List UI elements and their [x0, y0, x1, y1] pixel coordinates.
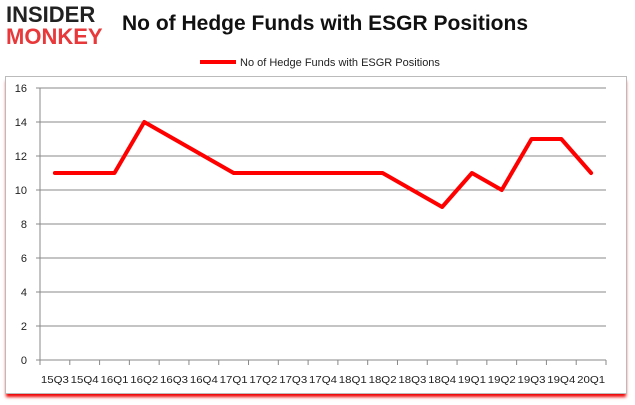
x-tick-label: 15Q4: [71, 374, 99, 386]
data-point: [559, 137, 563, 141]
data-point: [351, 171, 355, 175]
chart-frame: [5, 76, 627, 394]
x-tick-label: 16Q3: [160, 374, 188, 386]
data-point: [589, 171, 593, 175]
x-tick-label: 15Q3: [41, 374, 69, 386]
data-point: [142, 120, 146, 124]
data-point: [440, 205, 444, 209]
y-tick-label: 10: [15, 185, 27, 197]
data-point: [232, 171, 236, 175]
x-tick-label: 18Q2: [369, 374, 397, 386]
data-point: [291, 171, 295, 175]
data-point: [172, 137, 176, 141]
legend-label: No of Hedge Funds with ESGR Positions: [240, 57, 440, 69]
data-point: [470, 171, 474, 175]
x-tick-label: 17Q1: [220, 374, 248, 386]
x-tick-label: 17Q3: [279, 374, 307, 386]
data-point: [530, 137, 534, 141]
y-tick-label: 14: [15, 117, 27, 129]
x-tick-label: 20Q1: [577, 374, 605, 386]
logo-line2: MONKEY: [6, 24, 103, 49]
data-point: [202, 154, 206, 158]
y-tick-label: 0: [21, 355, 27, 367]
x-tick-label: 18Q1: [339, 374, 367, 386]
data-point: [112, 171, 116, 175]
x-tick-label: 19Q2: [488, 374, 516, 386]
data-point: [500, 188, 504, 192]
data-point: [53, 171, 57, 175]
y-tick-label: 2: [21, 321, 27, 333]
y-tick-label: 6: [21, 253, 27, 265]
y-tick-label: 16: [15, 83, 27, 95]
chart-title: No of Hedge Funds with ESGR Positions: [122, 12, 529, 35]
x-tick-label: 19Q3: [518, 374, 546, 386]
x-tick-label: 19Q4: [547, 374, 575, 386]
y-tick-label: 8: [21, 219, 27, 231]
series-line: [52, 120, 594, 209]
logo-line1: INSIDER: [6, 2, 96, 27]
x-tick-label: 17Q2: [249, 374, 277, 386]
x-tick-label: 18Q4: [428, 374, 456, 386]
y-tick-label: 12: [15, 151, 27, 163]
x-tick-label: 19Q1: [458, 374, 486, 386]
x-tick-label: 18Q3: [398, 374, 426, 386]
x-tick-label: 16Q2: [130, 374, 158, 386]
data-point: [261, 171, 265, 175]
x-tick-label: 17Q4: [309, 374, 337, 386]
x-tick-label: 16Q1: [100, 374, 128, 386]
insider-monkey-logo: INSIDER MONKEY: [6, 4, 116, 48]
data-point: [321, 171, 325, 175]
x-tick-label: 16Q4: [190, 374, 218, 386]
data-point: [83, 171, 87, 175]
data-point: [410, 188, 414, 192]
y-tick-label: 4: [21, 287, 27, 299]
data-point: [381, 171, 385, 175]
